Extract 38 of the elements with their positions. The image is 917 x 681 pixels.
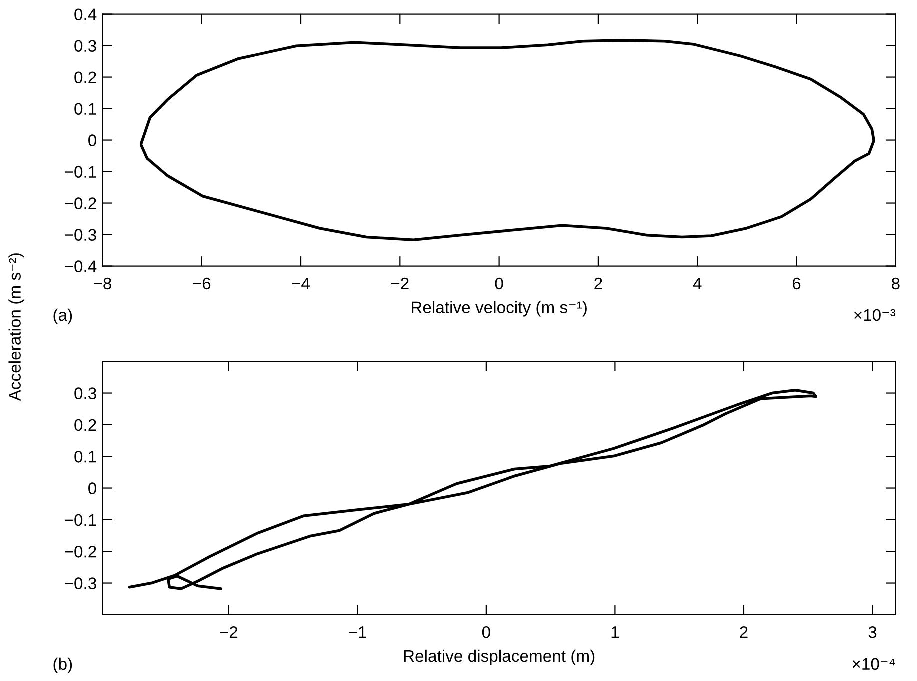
x-tick-label: 2 [740, 626, 748, 638]
y-tick-label: 0 [88, 482, 96, 494]
text: (b) [54, 658, 72, 674]
x-tick-label: 0 [482, 626, 490, 638]
y-tick-label: 0.3 [74, 388, 96, 400]
x-tick-label: 3 [868, 626, 877, 638]
text: ×10⁻³ [854, 309, 896, 322]
y-axis-title: Acceleration (m s⁻²) [8, 254, 24, 402]
y-tick-label: 0.2 [74, 72, 96, 84]
y-tick-label: −0.1 [65, 166, 96, 178]
x-tick-label: −1 [348, 626, 366, 638]
y-tick-label: −0.3 [65, 578, 96, 590]
x-tick-label: −2 [220, 626, 238, 638]
x-tick-label: −8 [94, 278, 112, 290]
y-tick-label: 0.3 [74, 40, 96, 52]
y-tick-label: 0.1 [74, 451, 96, 463]
x-tick-label: 0 [495, 278, 504, 290]
y-tick-label: −0.3 [65, 229, 96, 241]
text: ×10⁻⁴ [852, 658, 896, 670]
text: (a) [54, 308, 72, 324]
y-tick-label: −0.1 [65, 514, 96, 526]
x-tick-label: −4 [292, 278, 310, 290]
y-tick-label: 0 [88, 134, 96, 146]
y-tick-label: 0.2 [74, 419, 96, 432]
x-axis-title: Relative velocity (m s⁻¹) [412, 301, 587, 317]
x-tick-label: 2 [594, 278, 602, 290]
y-tick-label: 0.4 [74, 8, 97, 21]
y-tick-label: 0.1 [74, 103, 96, 115]
x-tick-label: 4 [693, 278, 702, 290]
y-tick-label: −0.2 [65, 546, 96, 558]
x-tick-label: 6 [792, 278, 801, 290]
y-tick-label: −0.2 [65, 198, 96, 210]
x-tick-label: −6 [193, 278, 211, 290]
x-tick-label: 8 [892, 278, 900, 290]
x-tick-label: 1 [612, 626, 620, 638]
y-tick-label: −0.4 [65, 260, 97, 272]
x-tick-label: −2 [391, 278, 409, 290]
x-axis-title: Relative displacement (m) [404, 650, 595, 666]
